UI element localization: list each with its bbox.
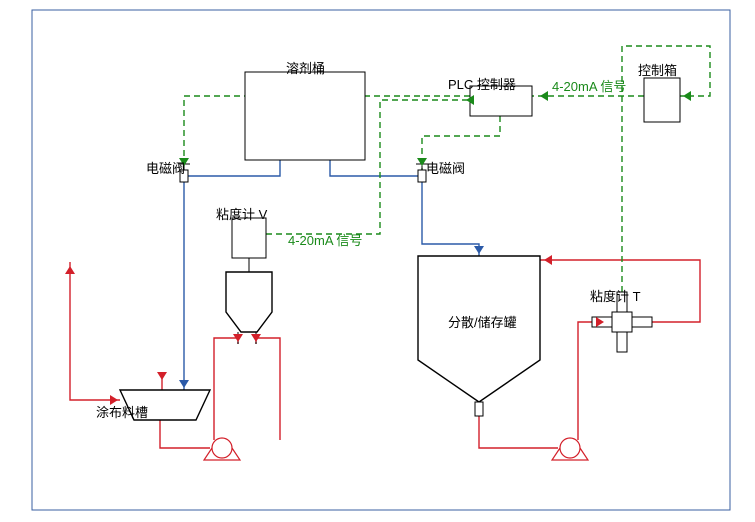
label-signal-top: 4-20mA 信号 [552,76,626,95]
label-visc-t: 粘度计 T [590,286,641,305]
label-disperse-tank: 分散/储存罐 [448,312,517,331]
label-plc: PLC 控制器 [448,74,516,93]
label-solvent-tank: 溶剂桶 [286,58,325,77]
label-control-box: 控制箱 [638,60,677,79]
label-valve-right: 电磁阀 [426,158,465,177]
label-coating-trough: 涂布料槽 [96,402,148,421]
label-valve-left: 电磁阀 [146,158,185,177]
label-signal-mid: 4-20mA 信号 [288,230,362,249]
label-visc-v: 粘度计 V [216,204,267,223]
